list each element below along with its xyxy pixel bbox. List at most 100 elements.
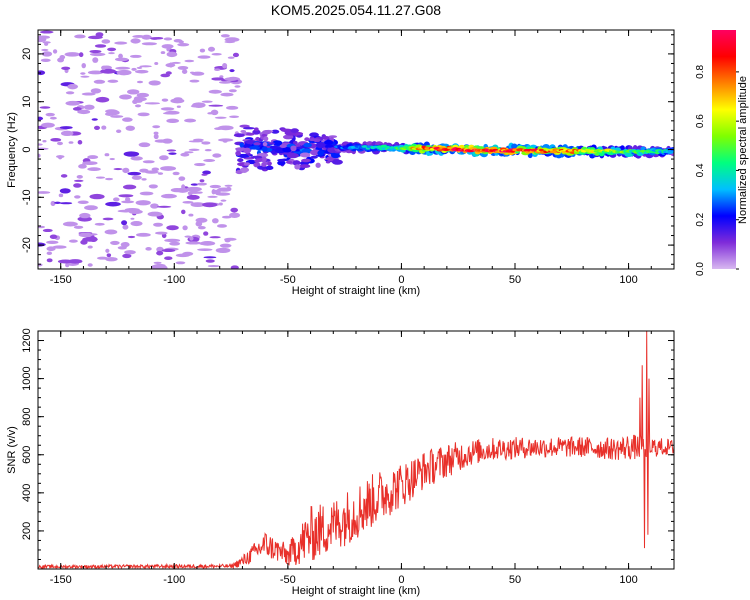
spectrogram-noise-blob xyxy=(130,217,135,220)
spectrogram-noise-blob xyxy=(68,239,78,243)
spectrogram-noise-blob xyxy=(197,55,211,59)
snr-y-tick-label: 800 xyxy=(21,408,33,426)
spectrogram-noise-blob xyxy=(185,241,202,245)
spectrogram-noise-blob xyxy=(201,173,208,176)
spectrogram-onset-blob xyxy=(245,132,255,136)
snr-x-tick-label: -100 xyxy=(163,574,185,586)
snr-x-label: Height of straight line (km) xyxy=(292,585,420,597)
spectrogram-noise-blob xyxy=(212,153,222,158)
spectrogram-noise-blob xyxy=(190,104,201,108)
spectrogram-noise-blob xyxy=(166,118,180,124)
spectrogram-noise-blob xyxy=(161,98,169,102)
spectrogram-noise-blob xyxy=(40,58,51,63)
spectrogram-noise-blob xyxy=(41,48,49,52)
spectrogram-noise-blob xyxy=(153,37,164,40)
spectrogram-onset-blob xyxy=(268,142,275,145)
spectrogram-noise-blob xyxy=(83,104,95,110)
spectrogram-noise-blob xyxy=(87,245,93,249)
spectrogram-noise-blob xyxy=(89,236,98,243)
spectrogram-y-tick-label: -20 xyxy=(21,237,33,253)
spectrogram-noise-blob xyxy=(78,52,84,58)
spectrogram-noise-blob xyxy=(124,208,140,212)
spectrogram-noise-blob xyxy=(225,186,232,192)
spectrogram-noise-blob xyxy=(181,209,186,215)
spectrogram-noise-blob xyxy=(72,107,82,111)
spectrogram-noise-blob xyxy=(42,228,53,233)
spectrogram-noise-blob xyxy=(232,52,239,58)
spectrogram-onset-blob xyxy=(323,144,334,148)
spectrogram-noise-blob xyxy=(182,200,194,204)
spectrogram-noise-blob xyxy=(131,67,137,71)
spectrogram-noise-blob xyxy=(104,229,118,235)
spectrogram-noise-blob xyxy=(157,172,164,175)
spectrogram-noise-blob xyxy=(57,259,74,264)
spectrogram-x-tick-label: 100 xyxy=(619,274,637,286)
spectrogram-noise-blob xyxy=(210,109,219,116)
spectrogram-noise-blob xyxy=(180,152,190,157)
spectrogram-noise-blob xyxy=(188,148,200,152)
spectrogram-noise-blob xyxy=(105,201,121,207)
spectrogram-noise-blob xyxy=(228,89,237,93)
spectrogram-onset-blob xyxy=(267,161,272,166)
spectrogram-onset-blob xyxy=(233,133,245,138)
spectrogram-onset-blob xyxy=(285,160,293,164)
spectrogram-onset-blob xyxy=(296,146,303,150)
spectrogram-onset-blob xyxy=(277,160,286,166)
spectrogram-noise-blob xyxy=(164,238,181,243)
spectrogram-noise-blob xyxy=(189,79,200,83)
snr-y-tick-label: 1200 xyxy=(21,328,33,352)
snr-line xyxy=(38,331,674,569)
spectrogram-y-label: Frequency (Hz) xyxy=(6,112,18,188)
spectrogram-onset-blob xyxy=(254,127,259,132)
snr-x-tick-label: 0 xyxy=(398,574,404,586)
colorbar-tick-label: 0.0 xyxy=(695,262,706,276)
spectrogram-noise-blob xyxy=(131,175,142,180)
spectrogram-noise-blob xyxy=(209,184,221,189)
spectrogram-noise-blob xyxy=(109,157,115,161)
spectrogram-noise-blob xyxy=(136,66,143,70)
spectrogram-noise-blob xyxy=(46,258,53,263)
spectrogram-noise-blob xyxy=(90,88,102,94)
spectrogram-noise-blob xyxy=(81,92,96,96)
spectrogram-onset-blob xyxy=(282,134,294,140)
spectrogram-noise-blob xyxy=(84,205,98,211)
spectrogram-noise-blob xyxy=(207,195,218,198)
spectrogram-onset-blob xyxy=(254,159,262,163)
spectrogram-noise-blob xyxy=(197,248,213,252)
spectrogram-noise-blob xyxy=(116,129,122,134)
spectrogram-noise-blob xyxy=(101,125,107,130)
spectrogram-noise-blob xyxy=(152,82,160,85)
spectrogram-onset-blob xyxy=(240,129,247,134)
spectrogram-noise-blob xyxy=(113,197,120,202)
spectrogram-noise-blob xyxy=(106,253,112,258)
spectrogram-noise-blob xyxy=(87,263,93,267)
spectrogram-onset-blob xyxy=(243,147,252,154)
spectrogram-noise-blob xyxy=(74,34,86,39)
spectrogram-onset-blob xyxy=(239,124,250,128)
spectrogram-onset-blob xyxy=(253,142,261,146)
spectrogram-noise-blob xyxy=(205,259,215,263)
spectrogram-data xyxy=(38,30,674,269)
spectrogram-noise-blob xyxy=(202,170,211,175)
spectrogram-noise-blob xyxy=(229,69,235,73)
spectrogram-noise-blob xyxy=(153,131,159,135)
spectrogram-noise-blob xyxy=(230,207,239,213)
spectrogram-noise-blob xyxy=(93,125,100,130)
spectrogram-noise-blob xyxy=(153,222,163,227)
spectrogram-onset-blob xyxy=(282,147,292,153)
spectrogram-noise-blob xyxy=(73,183,82,188)
spectrogram-noise-blob xyxy=(122,167,130,174)
spectrogram-noise-blob xyxy=(207,264,220,268)
spectrogram-noise-blob xyxy=(162,112,175,115)
spectrogram-noise-blob xyxy=(39,106,51,109)
spectrogram-noise-blob xyxy=(195,217,208,223)
spectrogram-onset-blob xyxy=(315,142,326,149)
spectrogram-noise-blob xyxy=(211,52,222,56)
spectrogram-noise-blob xyxy=(181,184,186,190)
spectrogram-noise-blob xyxy=(59,202,73,205)
colorbar-tick-label: 0.2 xyxy=(695,212,706,226)
spectrogram-noise-blob xyxy=(57,155,63,160)
spectrogram-noise-blob xyxy=(208,89,222,94)
spectrogram-noise-blob xyxy=(115,66,131,70)
